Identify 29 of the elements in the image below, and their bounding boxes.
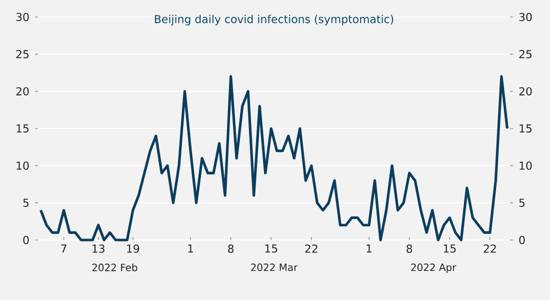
text: 2022 Feb	[92, 264, 138, 272]
y-tick-label: 20	[16, 87, 29, 96]
y-tick-label: 5	[23, 198, 29, 207]
y-tick-label: 10	[16, 162, 29, 170]
y2-tick-label: 15	[520, 124, 532, 133]
y2-tick-label: 10	[520, 162, 532, 170]
y-tick-label: 30	[16, 12, 29, 22]
x-tick-label: 8	[228, 244, 234, 253]
y-tick-label: 0	[23, 236, 29, 244]
text: 2022 Apr	[411, 264, 456, 273]
x-tick-label: 13	[92, 244, 104, 253]
x-tick-label: 7	[61, 244, 66, 253]
x-tick-label: 8	[406, 244, 412, 253]
x-tick-label: 22	[305, 244, 318, 253]
x-tick-label: 1	[188, 244, 193, 253]
x-tick-label: 22	[484, 244, 496, 253]
y-tick-label: 25	[16, 50, 29, 58]
chart-title: Beijing daily covid infections (symptomatic)	[155, 14, 394, 26]
x-tick-label: 1	[366, 244, 372, 253]
y2-tick-label: 25	[519, 50, 532, 58]
y-tick-label: 15	[16, 124, 29, 133]
x-tick-label: 19	[127, 244, 140, 253]
y2-tick-label: 20	[519, 87, 532, 96]
y2-tick-label: 5	[519, 198, 525, 207]
y2-tick-label: 30	[519, 12, 532, 22]
x-tick-label: 15	[444, 244, 456, 253]
text: 2022 Mar	[251, 264, 298, 272]
y2-tick-label: 0	[519, 236, 525, 244]
x-tick-label: 15	[265, 244, 278, 253]
